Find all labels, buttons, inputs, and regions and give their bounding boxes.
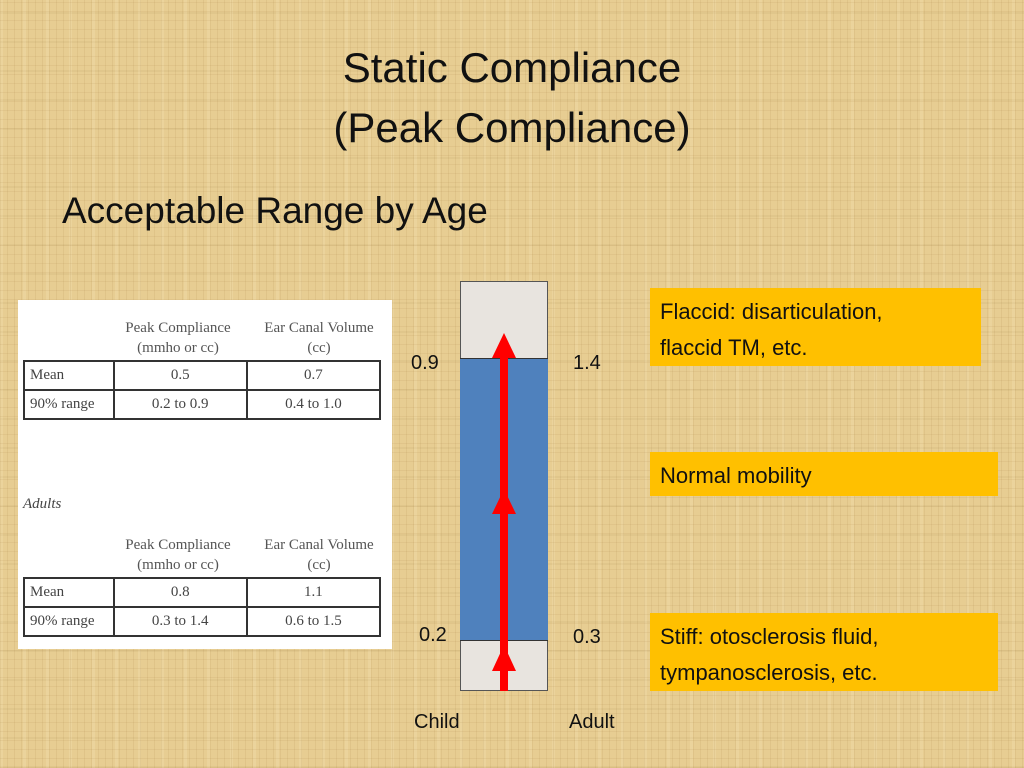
row-label: 90% range — [23, 606, 115, 637]
adult-upper-label: 1.4 — [573, 352, 601, 374]
title-line-1: Static Compliance — [342, 44, 682, 91]
children-ecv-header: Ear Canal Volume (cc) — [264, 320, 374, 356]
arrow-head-middle — [492, 489, 516, 514]
row-label: Mean — [23, 577, 115, 608]
table-row: Mean 0.5 0.7 — [23, 360, 382, 391]
ecv-value: 0.7 — [245, 360, 382, 391]
red-arrow-graphic — [492, 333, 516, 691]
table-row: 90% range 0.2 to 0.9 0.4 to 1.0 — [23, 389, 382, 420]
adult-axis-label: Adult — [569, 711, 615, 733]
adults-table: Mean 0.8 1.1 90% range 0.3 to 1.4 0.6 to… — [23, 577, 382, 637]
stiff-note: Stiff: otosclerosis fluid, tympanosclero… — [650, 613, 998, 691]
children-peak-header: Peak Compliance (mmho or cc) — [125, 320, 231, 356]
reference-table-image: Peak Compliance (mmho or cc) Ear Canal V… — [18, 300, 392, 649]
title-line-2: (Peak Compliance) — [333, 104, 691, 151]
peak-value: 0.2 to 0.9 — [112, 389, 248, 420]
subtitle: Acceptable Range by Age — [62, 190, 488, 231]
children-table: Mean 0.5 0.7 90% range 0.2 to 0.9 0.4 to… — [23, 360, 382, 420]
ecv-value: 1.1 — [245, 577, 382, 608]
adults-peak-header: Peak Compliance (mmho or cc) — [125, 537, 231, 573]
table-row: Mean 0.8 1.1 — [23, 577, 382, 608]
normal-note: Normal mobility — [650, 452, 998, 496]
arrow-head-top — [492, 333, 516, 358]
table-row: 90% range 0.3 to 1.4 0.6 to 1.5 — [23, 606, 382, 637]
peak-value: 0.5 — [112, 360, 248, 391]
row-label: Mean — [23, 360, 115, 391]
child-axis-label: Child — [414, 711, 460, 733]
peak-value: 0.3 to 1.4 — [112, 606, 248, 637]
child-upper-label: 0.9 — [411, 352, 439, 374]
adults-ecv-header: Ear Canal Volume (cc) — [264, 537, 374, 573]
adult-lower-label: 0.3 — [573, 626, 601, 648]
red-arrow-shaft — [500, 347, 508, 691]
child-lower-label: 0.2 — [419, 624, 447, 646]
flaccid-note: Flaccid: disarticulation, flaccid TM, et… — [650, 288, 981, 366]
adults-label: Adults — [23, 496, 62, 512]
arrow-head-bottom — [492, 645, 516, 671]
peak-value: 0.8 — [112, 577, 248, 608]
slide-title: Static Compliance (Peak Compliance) — [0, 38, 1024, 158]
ecv-value: 0.4 to 1.0 — [245, 389, 382, 420]
row-label: 90% range — [23, 389, 115, 420]
ecv-value: 0.6 to 1.5 — [245, 606, 382, 637]
